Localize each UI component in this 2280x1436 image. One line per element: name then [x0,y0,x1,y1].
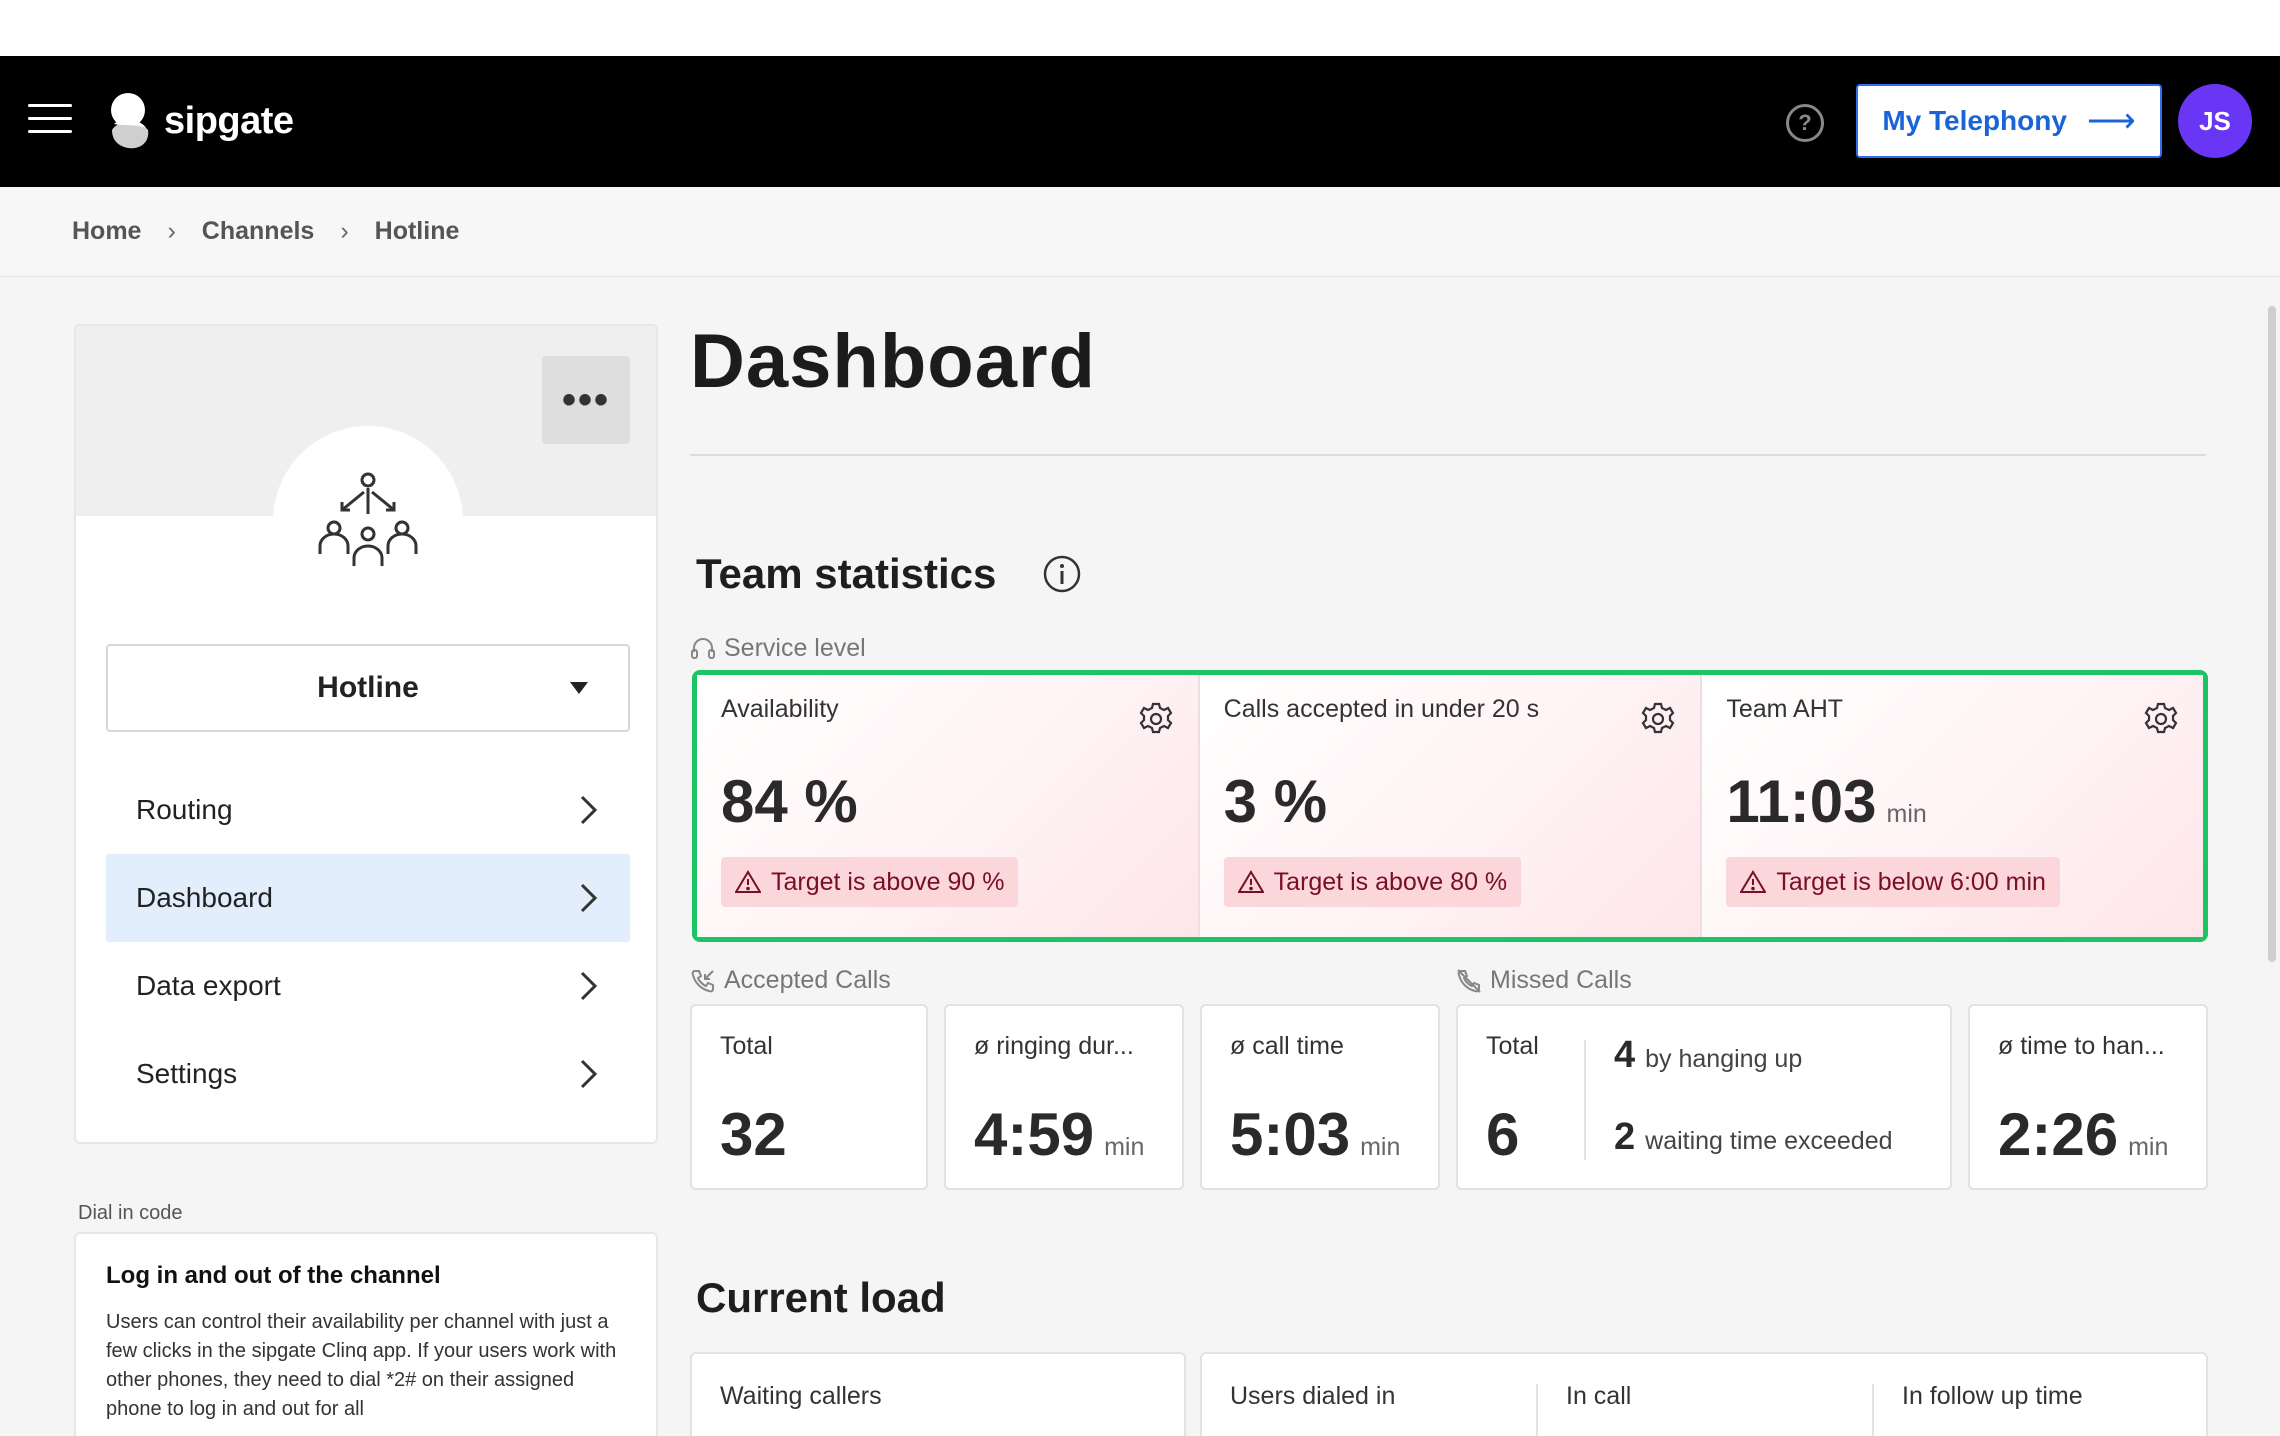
team-statistics-title: Team statistics [696,550,997,597]
more-options-button[interactable]: ••• [542,356,630,444]
breadcrumb-home[interactable]: Home [72,217,142,245]
card-label: ø call time [1230,1032,1344,1060]
call-time-card: ø call time 5:03 min [1200,1004,1440,1190]
phone-incoming-icon [691,969,714,992]
warning-icon [1740,870,1767,893]
target-warning: Target is below 6:00 min [1726,857,2060,907]
nav-item-routing[interactable]: Routing [106,766,630,854]
chevron-right-icon [580,795,598,825]
card-value: 32 [720,1101,787,1168]
my-telephony-label: My Telephony [1882,105,2067,136]
nav-item-label: Data export [136,970,281,1001]
calls-accepted-card: Calls accepted in under 20 s 3 % Target … [1199,675,1703,937]
info-icon[interactable] [1042,554,1082,594]
chevron-right-icon: › [167,217,176,245]
service-level-label: Service level [690,634,866,663]
waiting-callers-card: Waiting callers [690,1352,1186,1436]
my-telephony-button[interactable]: My Telephony ⟶ [1856,84,2162,158]
headset-icon [691,637,715,659]
chevron-right-icon: › [340,217,349,245]
card-label: Total [720,1032,773,1060]
gear-icon[interactable] [1138,701,1174,737]
divider [1536,1384,1538,1436]
accepted-calls-label: Accepted Calls [690,966,891,995]
avatar[interactable]: JS [2178,84,2252,158]
menu-icon[interactable] [28,104,74,138]
card-value: 6 [1486,1101,1520,1168]
card-value: 2:26 min [1998,1101,2169,1168]
missed-calls-label: Missed Calls [1456,966,1632,995]
card-label: Waiting callers [720,1382,882,1410]
nav-item-data-export[interactable]: Data export [106,942,630,1030]
ringing-duration-card: ø ringing dur... 4:59 min [944,1004,1184,1190]
nav-item-label: Dashboard [136,882,273,913]
current-load-title: Current load [696,1274,946,1321]
card-label: ø time to han... [1998,1032,2165,1060]
channel-select[interactable]: Hotline [106,644,630,732]
scrollbar[interactable] [2268,306,2276,962]
channel-select-value: Hotline [317,671,419,704]
card-label: Availability [721,695,839,723]
breadcrumb-hotline[interactable]: Hotline [374,217,460,245]
help-icon[interactable]: ? [1786,104,1824,142]
sipgate-logo[interactable]: sipgate [108,90,294,152]
in-call-label: In call [1566,1382,1632,1410]
card-value: 5:03 min [1230,1101,1401,1168]
availability-card: Availability 84 % Target is above 90 % [697,675,1200,937]
team-routing-icon [318,472,418,566]
dial-in-card: Log in and out of the channel Users can … [74,1232,658,1436]
service-level-group: Availability 84 % Target is above 90 % C… [692,670,2208,942]
card-value: 4:59 min [974,1101,1145,1168]
nav-item-label: Routing [136,794,233,825]
card-value: 84 % [721,768,858,835]
channel-card: ••• Hotline Routing Dashboard Data expor… [74,324,658,1144]
dial-in-title: Log in and out of the channel [106,1262,441,1289]
phone-missed-icon [1457,968,1481,993]
users-dialed-in-label: Users dialed in [1230,1382,1396,1410]
arrow-right-icon: ⟶ [2086,102,2136,140]
target-warning: Target is above 90 % [721,857,1019,907]
card-label: Calls accepted in under 20 s [1223,695,1540,723]
card-value: 3 % [1223,768,1328,835]
nav-item-label: Settings [136,1058,238,1089]
in-follow-up-label: In follow up time [1902,1382,2083,1410]
gear-icon[interactable] [2143,701,2179,737]
breadcrumb: Home › Channels › Hotline [0,187,2280,277]
team-aht-card: Team AHT 11:03 min Target is below 6:00 m… [1702,675,2204,937]
target-warning: Target is above 80 % [1223,857,1522,907]
users-status-card: Users dialed in In call In follow up tim… [1200,1352,2208,1436]
channel-avatar [273,426,463,616]
caret-down-icon [570,682,588,694]
page-title: Dashboard [690,319,1096,404]
top-strip [0,0,2280,56]
card-value: 11:03 min [1726,768,1927,835]
card-label: ø ringing dur... [974,1032,1134,1060]
warning-icon [1237,870,1264,893]
chevron-right-icon [580,971,598,1001]
accepted-total-card: Total 32 [690,1004,928,1190]
dial-in-text: Users can control their availability per… [106,1311,617,1420]
missed-waiting-time-exceeded: 2 waiting time exceeded [1614,1116,1893,1158]
divider [1872,1384,1874,1436]
sipgate-logo-mark [111,93,149,149]
time-to-hangup-card: ø time to han... 2:26 min [1968,1004,2208,1190]
brand-name: sipgate [164,99,294,142]
gear-icon[interactable] [1640,701,1676,737]
missed-by-hanging-up: 4 by hanging up [1614,1034,1803,1076]
divider [1584,1040,1586,1160]
card-label: Team AHT [1726,695,1844,723]
nav-item-dashboard[interactable]: Dashboard [106,854,630,942]
nav-item-settings[interactable]: Settings [106,1030,630,1118]
divider [690,454,2206,456]
card-label: Total [1486,1032,1539,1060]
breadcrumb-channels[interactable]: Channels [201,217,315,245]
missed-total-card: Total 6 4 by hanging up 2 waiting time exc… [1456,1004,1952,1190]
chevron-right-icon [580,883,598,913]
warning-icon [735,870,761,893]
chevron-right-icon [580,1059,598,1089]
dial-in-code-label: Dial in code [78,1202,183,1224]
